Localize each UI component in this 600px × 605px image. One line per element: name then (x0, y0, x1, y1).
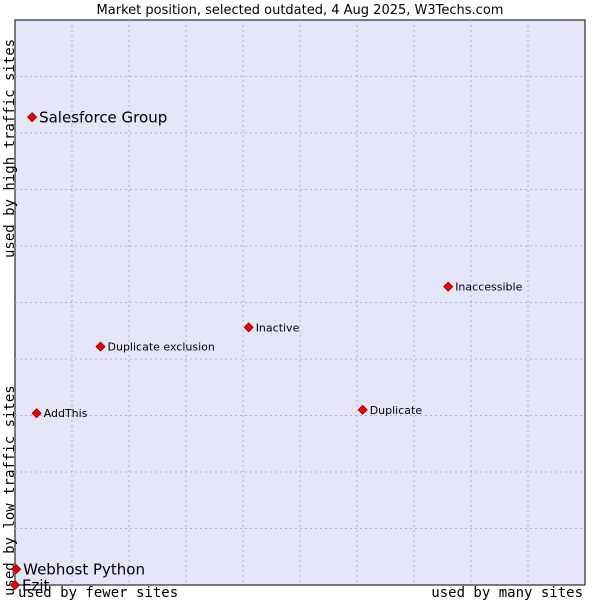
data-point-inactive: Inactive (243, 321, 300, 334)
data-point-inaccessible: Inaccessible (443, 281, 523, 294)
point-label: AddThis (44, 407, 88, 420)
point-label: Duplicate exclusion (108, 341, 215, 354)
grid-layer (15, 20, 585, 585)
x-axis-label-low: used by fewer sites (18, 585, 178, 600)
point-marker (31, 408, 42, 419)
point-label: Salesforce Group (39, 109, 167, 127)
data-point-ezit: Ezit (9, 577, 50, 595)
point-label: Ezit (22, 577, 50, 595)
point-label: Inaccessible (455, 281, 522, 294)
y-axis-label-low: used by low traffic sites (2, 385, 18, 596)
data-point-duplicate-exclusion: Duplicate exclusion (95, 341, 215, 354)
y-axis-label-high: used by high traffic sites (2, 39, 18, 258)
x-axis-label-high: used by many sites (431, 585, 583, 600)
point-marker (95, 341, 106, 352)
point-marker (11, 564, 22, 575)
point-marker (27, 112, 38, 123)
data-point-salesforce-group: Salesforce Group (27, 109, 167, 127)
points-layer: Salesforce Group Inaccessible Inactive Dupl… (9, 109, 523, 595)
data-point-addthis: AddThis (31, 407, 88, 420)
data-point-webhost-python: Webhost Python (11, 561, 145, 579)
data-point-duplicate: Duplicate (357, 404, 423, 417)
point-label: Webhost Python (23, 561, 145, 579)
point-marker (357, 404, 368, 415)
point-marker (443, 281, 454, 292)
point-marker (9, 579, 21, 591)
point-label: Duplicate (370, 404, 423, 417)
point-marker (243, 322, 254, 333)
point-label: Inactive (256, 321, 300, 334)
chart-title: Market position, selected outdated, 4 Au… (97, 3, 504, 18)
